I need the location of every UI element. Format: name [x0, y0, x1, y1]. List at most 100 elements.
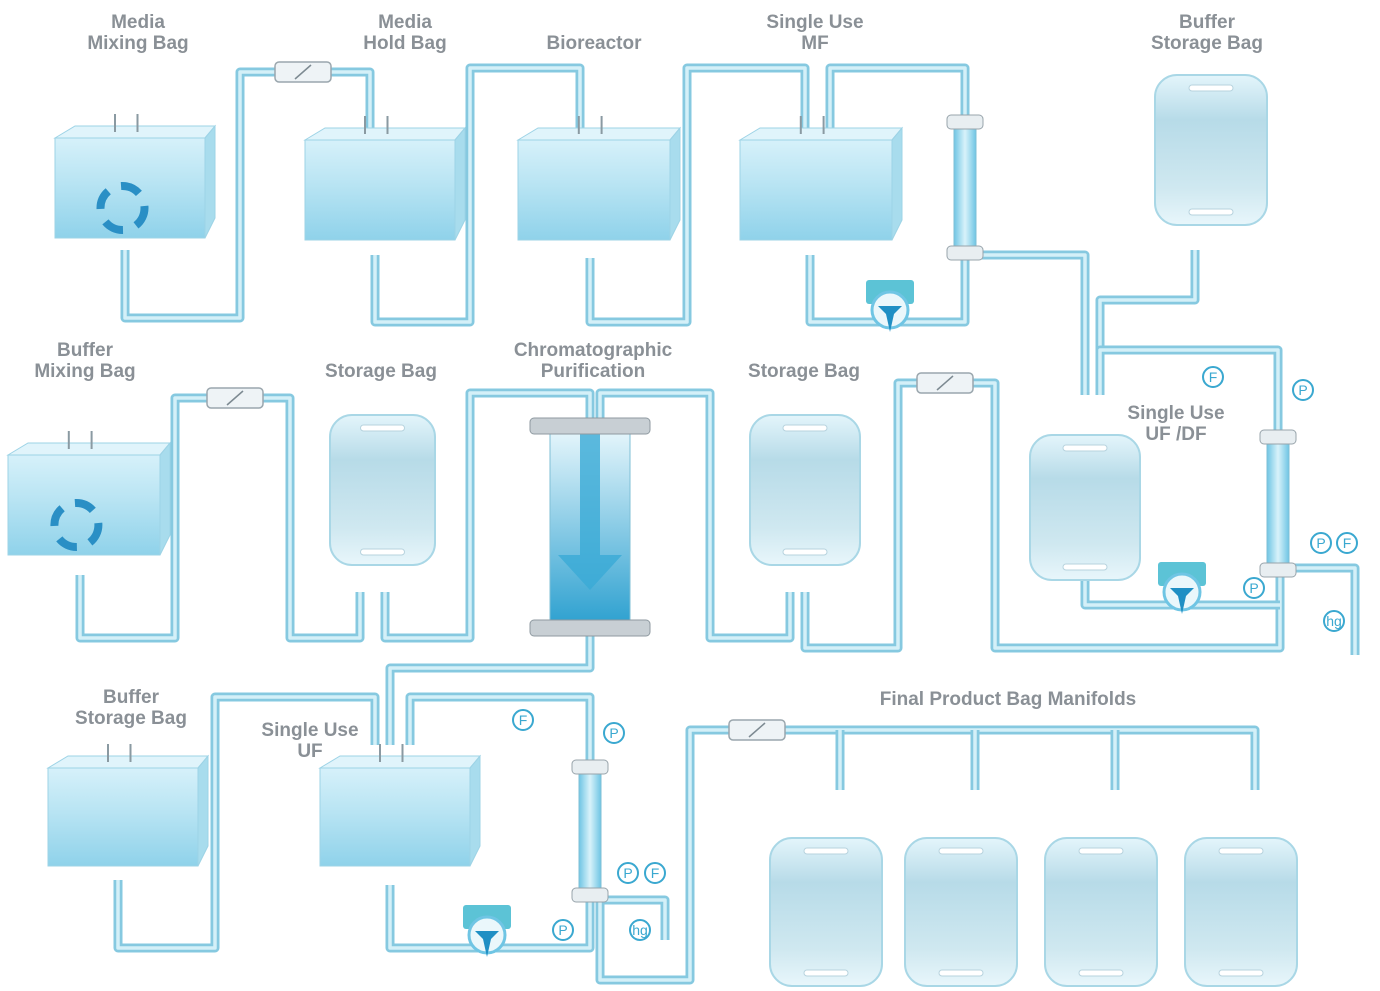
node-label: Media: [111, 12, 165, 33]
bag-handle: [939, 848, 983, 854]
node-label: MF: [801, 33, 828, 54]
sensor-label: P: [1249, 580, 1258, 596]
tube-outer: [410, 697, 590, 760]
tube-inner: [975, 255, 1085, 395]
node-label: Media: [378, 12, 432, 33]
node-label: Hold Bag: [363, 33, 446, 54]
sensor-label: P: [609, 725, 618, 741]
bag-side: [670, 128, 680, 240]
storage-bag: [1185, 838, 1297, 986]
process-diagram: MediaMixing BagMediaHold BagBioreactorSi…: [0, 0, 1380, 991]
column-cap: [947, 115, 983, 129]
bag-handle: [1063, 564, 1107, 570]
node-label: UF: [297, 741, 322, 762]
node-label: Chromatographic: [514, 340, 673, 361]
storage-bag: [905, 838, 1017, 986]
tube-inner: [1290, 568, 1355, 655]
node-label: Single Use: [261, 720, 358, 741]
tube-inner: [1100, 250, 1195, 395]
bag-top: [518, 128, 680, 140]
column-cap: [1260, 430, 1296, 444]
storage-bag: [1155, 75, 1267, 225]
bag-side: [198, 756, 208, 866]
bag-top: [320, 756, 480, 768]
bag-handle: [783, 425, 827, 431]
sensor-label: F: [519, 712, 528, 728]
filter-column: [954, 115, 976, 258]
bag-top: [8, 443, 170, 455]
bag-side: [455, 128, 465, 240]
node-label: Final Product Bag Manifolds: [880, 689, 1137, 710]
filter-column: [579, 760, 601, 900]
chrom-cap: [530, 620, 650, 636]
node-label: Mixing Bag: [87, 33, 188, 54]
tube-inner: [410, 697, 590, 760]
bag-top: [55, 126, 215, 138]
bag-front: [305, 140, 455, 240]
bag-handle: [1079, 970, 1123, 976]
storage-bag: [1045, 838, 1157, 986]
bag-front: [740, 140, 892, 240]
node-label: Buffer: [103, 687, 160, 708]
tube-outer: [390, 635, 590, 745]
bag-handle: [939, 970, 983, 976]
column-cap: [947, 246, 983, 260]
bag-front: [320, 768, 470, 866]
bag-handle: [1079, 848, 1123, 854]
bag-handle: [1189, 209, 1233, 215]
node-label: Single Use: [1127, 403, 1224, 424]
node-label: Storage Bag: [75, 708, 187, 729]
tube-outer: [1100, 250, 1195, 395]
bag-front: [518, 140, 670, 240]
sensor-label: F: [1343, 535, 1352, 551]
node-label: UF /DF: [1145, 424, 1206, 445]
storage-bag: [770, 838, 882, 986]
column-cap: [572, 888, 608, 902]
bag-front: [48, 768, 198, 866]
bag-handle: [804, 970, 848, 976]
sensor-label: P: [1316, 535, 1325, 551]
sensor-label: F: [651, 865, 660, 881]
bag-handle: [783, 549, 827, 555]
equipment: [8, 62, 1297, 986]
sensor-label: F: [1209, 369, 1218, 385]
tube-outer: [1290, 568, 1355, 655]
storage-bag: [750, 415, 860, 565]
bag-handle: [1219, 848, 1263, 854]
sensor-label: hg: [1326, 613, 1342, 629]
bag-top: [305, 128, 465, 140]
bag-side: [892, 128, 902, 240]
bag-handle: [1189, 85, 1233, 91]
tube-inner: [390, 635, 590, 745]
bag-handle: [1063, 445, 1107, 451]
bag-handle: [361, 425, 405, 431]
node-label: Buffer: [57, 340, 114, 361]
sensor-label: P: [1298, 382, 1307, 398]
sensor-label: P: [623, 865, 632, 881]
storage-bag: [1030, 435, 1140, 580]
bag-side: [160, 443, 170, 555]
node-label: Storage Bag: [1151, 33, 1263, 54]
bag-top: [48, 756, 208, 768]
bag-handle: [361, 549, 405, 555]
column-cap: [1260, 563, 1296, 577]
node-label: Single Use: [766, 12, 863, 33]
chrom-cap: [530, 418, 650, 434]
filter-column: [1267, 430, 1289, 575]
bag-side: [205, 126, 215, 238]
bag-handle: [804, 848, 848, 854]
bag-top: [740, 128, 902, 140]
node-label: Storage Bag: [325, 361, 437, 382]
node-label: Purification: [541, 361, 646, 382]
column-cap: [572, 760, 608, 774]
sensor-label: hg: [632, 922, 648, 938]
bag-side: [470, 756, 480, 866]
storage-bag: [330, 415, 435, 565]
node-label: Bioreactor: [546, 33, 642, 54]
node-label: Mixing Bag: [34, 361, 135, 382]
bag-handle: [1219, 970, 1263, 976]
node-label: Buffer: [1179, 12, 1236, 33]
tube-outer: [975, 255, 1085, 395]
sensor-label: P: [558, 922, 567, 938]
node-label: Storage Bag: [748, 361, 860, 382]
